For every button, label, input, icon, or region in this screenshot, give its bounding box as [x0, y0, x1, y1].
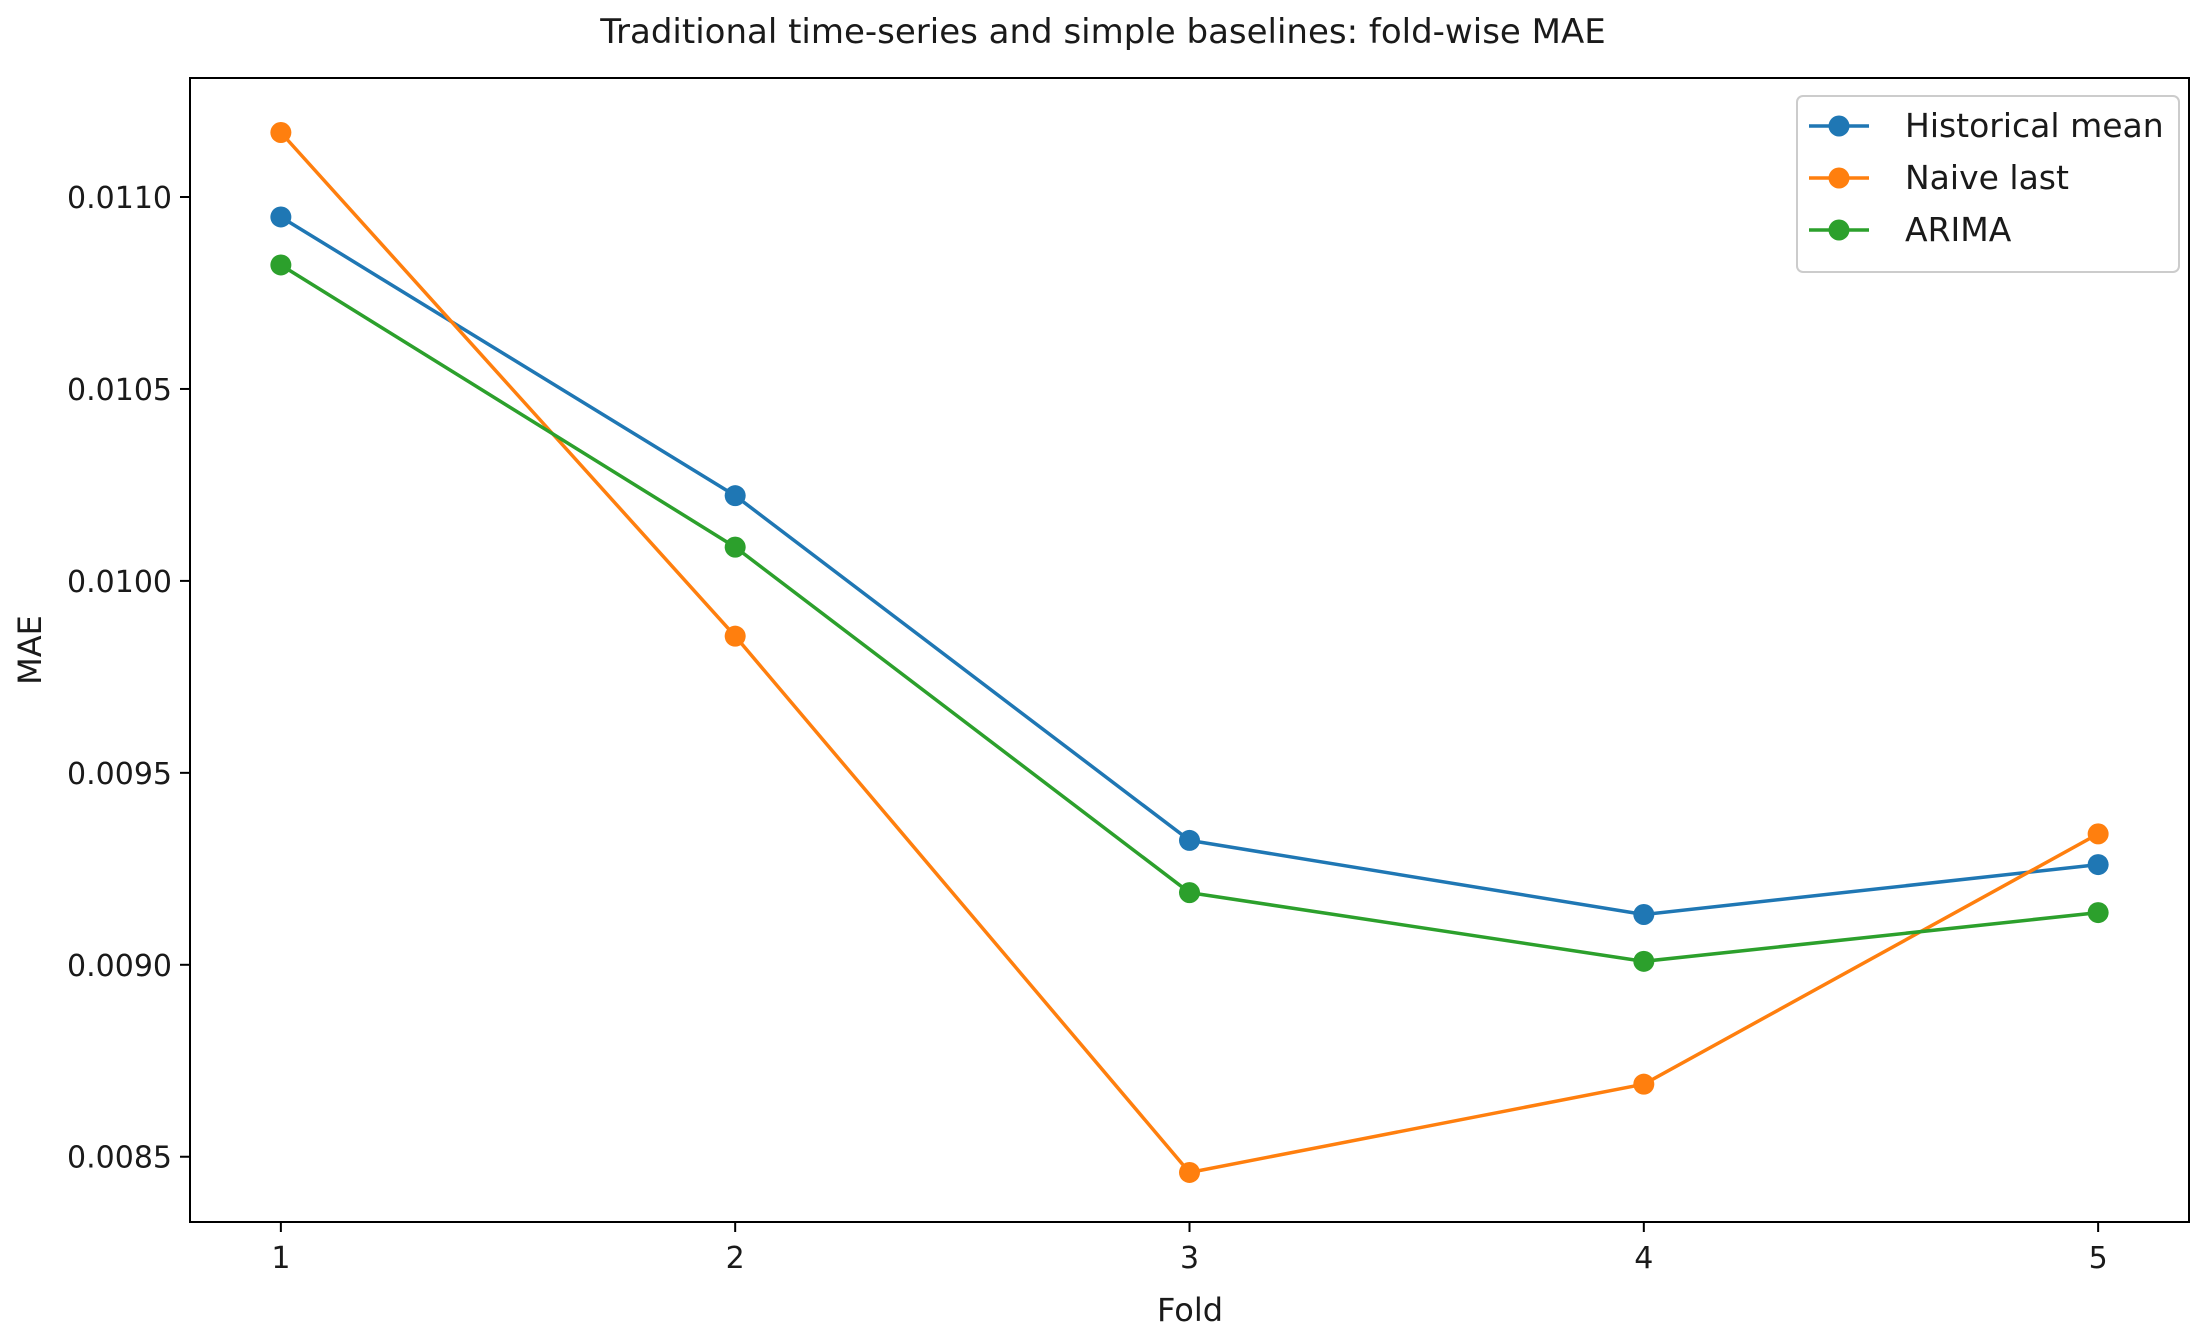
x-tick-label: 4: [1634, 1241, 1653, 1276]
data-point-historical-mean: [2087, 854, 2109, 876]
legend-label: Historical mean: [1905, 106, 2164, 145]
x-tick-label: 5: [2089, 1241, 2108, 1276]
y-axis-label: MAE: [11, 615, 49, 685]
y-tick-label: 0.0095: [67, 757, 172, 792]
chart-title: Traditional time-series and simple basel…: [599, 12, 1605, 52]
legend-marker: [1828, 219, 1850, 241]
data-point-arima: [1633, 950, 1655, 972]
series-line-arima: [279, 263, 2099, 964]
data-point-historical-mean: [1633, 904, 1655, 926]
data-point-arima: [270, 254, 292, 276]
series-line-naive-last: [279, 131, 2099, 1175]
legend-marker: [1828, 167, 1850, 189]
x-tick-label: 1: [271, 1241, 290, 1276]
x-tick-label: 3: [1180, 1241, 1199, 1276]
data-point-historical-mean: [724, 485, 746, 507]
legend-entry: Naive last: [1809, 158, 2069, 197]
series-naive-last: [270, 122, 2109, 1183]
y-tick-label: 0.0100: [67, 565, 172, 600]
y-tick-label: 0.0105: [67, 373, 172, 408]
legend-label: ARIMA: [1905, 210, 2012, 249]
series-layer: [270, 122, 2109, 1183]
x-axis-label: Fold: [1157, 1291, 1223, 1329]
data-point-naive-last: [1633, 1073, 1655, 1095]
legend-box: [1796, 95, 2180, 273]
data-point-arima: [724, 536, 746, 558]
series-line-historical-mean: [279, 215, 2099, 917]
legend-label: Naive last: [1905, 158, 2069, 197]
y-tick-label: 0.0110: [67, 181, 172, 216]
x-tick-label: 2: [726, 1241, 745, 1276]
y-tick-label: 0.0085: [67, 1141, 172, 1176]
x-axis-ticks: 1 2 3 4 5: [271, 1222, 2108, 1276]
data-point-naive-last: [724, 625, 746, 647]
data-point-naive-last: [270, 122, 292, 144]
data-point-historical-mean: [270, 206, 292, 228]
legend: Historical mean Naive last ARIMA: [1796, 95, 2180, 273]
legend-entry: ARIMA: [1809, 210, 2012, 249]
data-point-arima: [1179, 882, 1200, 904]
legend-entry: Historical mean: [1809, 106, 2164, 145]
series-historical-mean: [270, 206, 2109, 926]
y-tick-label: 0.0090: [67, 949, 172, 984]
y-axis-ticks: 0.0085 0.0090 0.0095 0.0100 0.0105 0.0110: [67, 181, 190, 1176]
data-point-naive-last: [1179, 1161, 1200, 1183]
legend-marker: [1828, 115, 1850, 137]
data-point-naive-last: [2087, 823, 2109, 845]
data-point-historical-mean: [1179, 829, 1200, 851]
series-arima: [270, 254, 2109, 972]
data-point-arima: [2087, 902, 2109, 924]
